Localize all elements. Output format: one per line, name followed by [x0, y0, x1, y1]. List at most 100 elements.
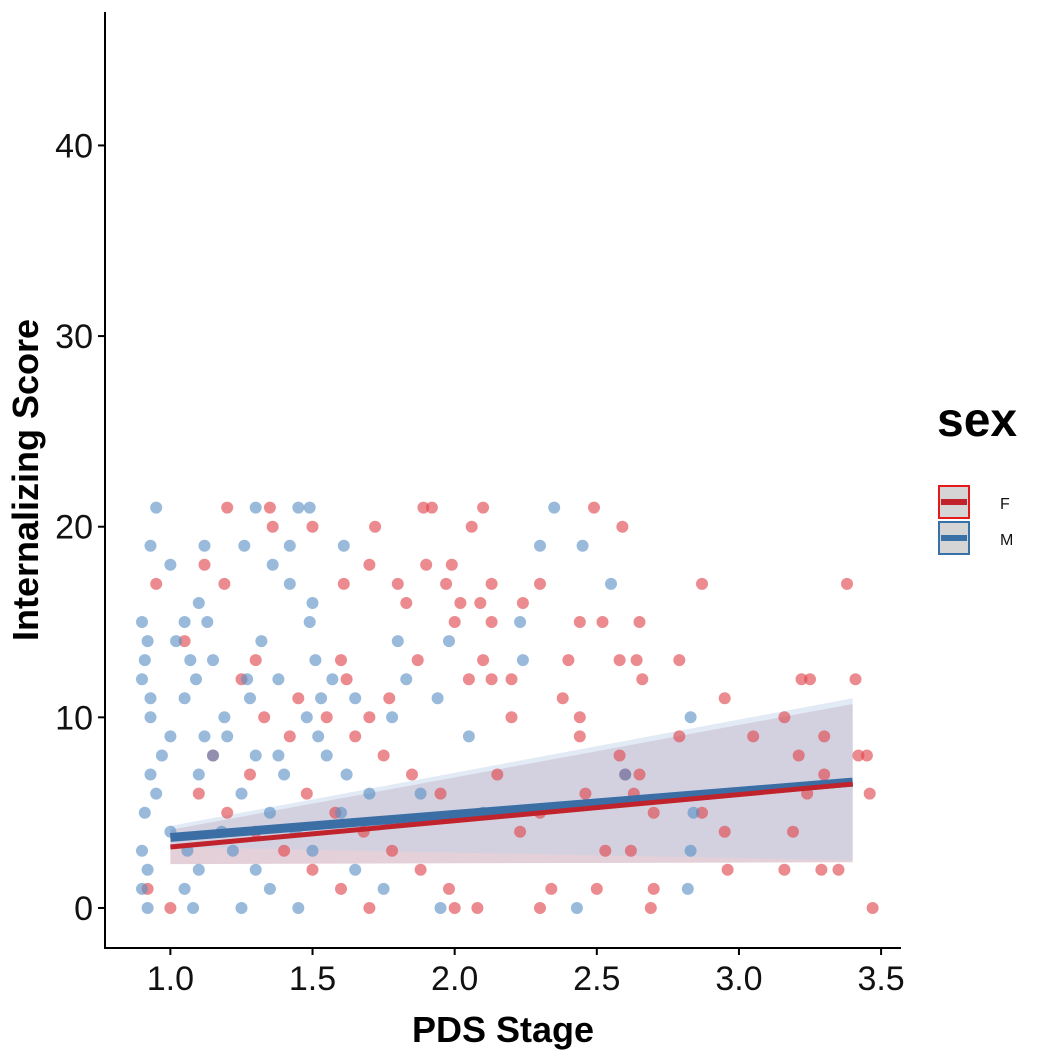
point-f — [474, 597, 487, 609]
point-f — [406, 768, 418, 781]
point-m — [207, 654, 219, 667]
legend-label-f: F — [1000, 496, 1010, 513]
point-f — [448, 902, 461, 914]
point-f — [534, 577, 546, 590]
point-f — [636, 673, 649, 686]
y-tick-label: 10 — [55, 699, 93, 737]
point-f — [545, 882, 558, 895]
point-m — [136, 844, 148, 857]
point-f — [258, 711, 271, 724]
point-f — [852, 749, 865, 762]
point-f — [283, 730, 296, 743]
point-m — [303, 616, 316, 628]
point-f — [335, 654, 347, 667]
point-m — [235, 787, 248, 800]
point-f — [306, 863, 319, 876]
point-m — [576, 539, 589, 552]
point-f — [721, 863, 734, 876]
point-f — [221, 501, 234, 514]
point-f — [718, 692, 731, 705]
point-m — [337, 539, 350, 552]
point-m — [306, 597, 319, 609]
point-f — [454, 597, 467, 609]
point-m — [326, 673, 339, 686]
point-f — [178, 635, 191, 648]
point-f — [386, 844, 399, 857]
point-f — [863, 787, 876, 800]
legend-key-m — [938, 521, 970, 555]
fit-lines — [170, 777, 854, 850]
point-f — [443, 882, 455, 895]
point-m — [377, 882, 390, 895]
point-f — [616, 520, 629, 533]
x-axis-ticks: 1.0 1.5 2.0 2.5 3.0 3.5 — [147, 948, 905, 998]
point-f — [218, 577, 231, 590]
point-m — [144, 539, 157, 552]
point-f — [562, 654, 575, 667]
point-f — [795, 673, 808, 686]
point-m — [198, 730, 211, 743]
point-m — [255, 635, 268, 648]
point-f — [420, 558, 433, 571]
point-m — [349, 692, 362, 705]
point-f — [471, 902, 484, 914]
point-f — [534, 902, 546, 914]
point-m — [312, 730, 325, 743]
point-f — [516, 597, 529, 609]
point-f — [164, 902, 177, 914]
point-f — [445, 558, 458, 571]
point-m — [534, 539, 546, 552]
point-m — [178, 616, 191, 628]
point-f — [244, 768, 256, 781]
point-m — [278, 768, 291, 781]
point-f — [150, 577, 163, 590]
point-f — [573, 711, 586, 724]
point-f — [647, 806, 660, 819]
point-f — [596, 616, 609, 628]
y-tick-label: 30 — [55, 318, 93, 356]
point-m — [249, 501, 262, 514]
legend-label-m: M — [1000, 532, 1013, 549]
point-m — [138, 806, 151, 819]
point-f — [462, 673, 475, 686]
point-f — [778, 863, 791, 876]
point-f — [377, 749, 390, 762]
point-f — [383, 692, 396, 705]
point-f — [434, 787, 447, 800]
point-f — [417, 501, 430, 514]
legend: sex F M — [937, 394, 1017, 555]
point-m — [138, 654, 151, 667]
fit-line-f — [170, 781, 853, 850]
point-m — [320, 749, 333, 762]
fit-line-m — [170, 777, 854, 842]
point-m — [198, 539, 211, 552]
point-m — [414, 787, 427, 800]
point-m — [266, 558, 279, 571]
point-m — [249, 749, 262, 762]
point-m — [235, 902, 248, 914]
point-f — [787, 825, 799, 838]
point-f — [505, 673, 518, 686]
point-m — [443, 635, 455, 648]
point-m — [241, 673, 254, 686]
point-f — [613, 749, 626, 762]
point-f — [644, 902, 657, 914]
point-m — [434, 902, 447, 914]
x-tick-label: 3.0 — [715, 960, 762, 998]
point-f — [588, 501, 600, 514]
point-f — [860, 749, 873, 762]
legend-title: sex — [937, 394, 1017, 447]
point-f — [579, 787, 592, 800]
x-tick-label: 1.5 — [289, 960, 336, 998]
point-f — [363, 902, 376, 914]
point-f — [505, 711, 518, 724]
point-f — [849, 673, 862, 686]
point-f — [363, 558, 376, 571]
legend-key-f — [938, 485, 970, 519]
point-f — [841, 577, 853, 590]
point-m — [283, 539, 296, 552]
point-m — [462, 730, 475, 743]
point-f — [866, 902, 879, 914]
point-f — [696, 577, 708, 590]
point-m — [141, 863, 154, 876]
